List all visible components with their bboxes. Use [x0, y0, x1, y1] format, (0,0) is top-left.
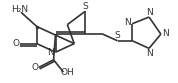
Text: O: O [13, 39, 20, 48]
Text: N: N [146, 49, 152, 58]
Text: H₂N: H₂N [12, 5, 29, 14]
Text: O: O [31, 63, 38, 72]
Text: N: N [47, 48, 54, 57]
Text: N: N [162, 29, 169, 38]
Text: S: S [82, 2, 88, 11]
Text: S: S [115, 31, 121, 40]
Text: N: N [146, 8, 152, 17]
Text: N: N [124, 18, 131, 27]
Text: OH: OH [61, 68, 74, 77]
